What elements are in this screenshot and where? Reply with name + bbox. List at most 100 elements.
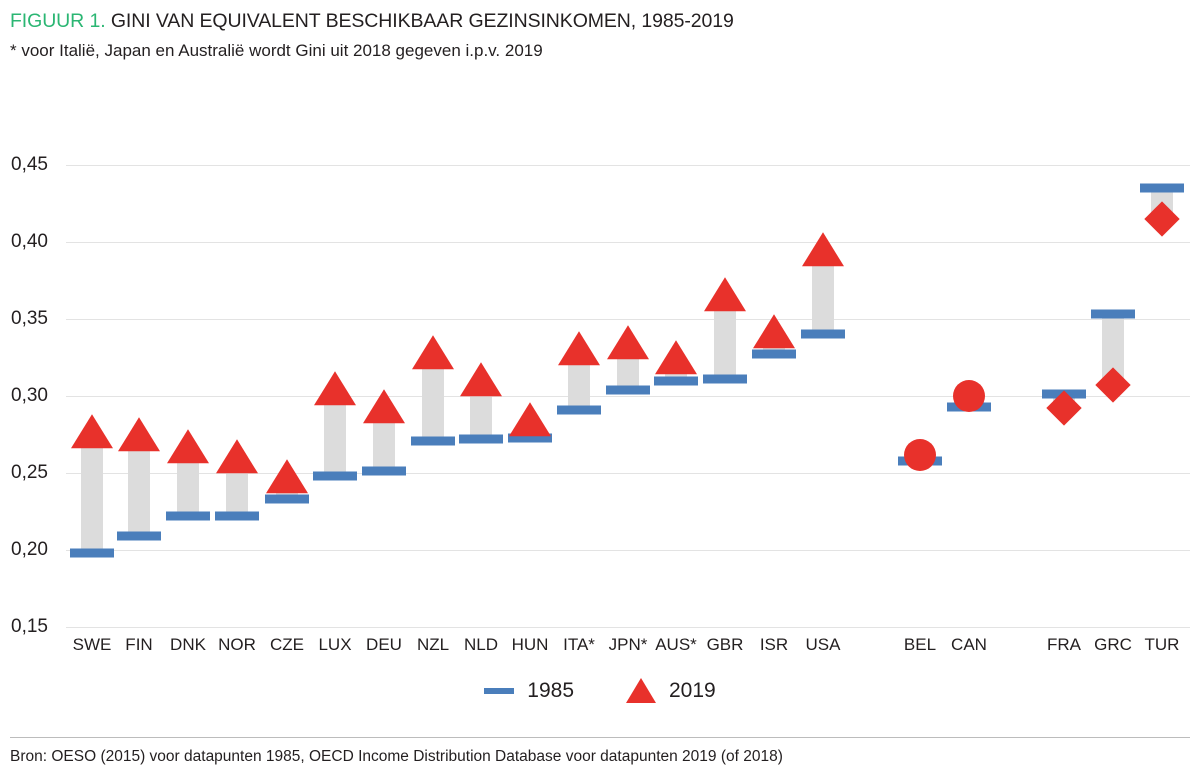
data-marker-1985[interactable] — [1140, 183, 1184, 193]
data-marker-2019[interactable] — [1046, 390, 1082, 426]
connector-bar — [812, 251, 834, 335]
y-axis-tick-label: 0,35 — [11, 308, 48, 329]
legend-label-1985: 1985 — [527, 678, 574, 702]
x-axis-tick-label: ITA* — [563, 635, 595, 654]
x-axis-tick-label: LUX — [318, 635, 352, 654]
data-marker-2019[interactable] — [655, 340, 697, 375]
gridline — [66, 165, 1190, 166]
gridline — [66, 550, 1190, 551]
data-marker-1985[interactable] — [703, 374, 747, 384]
data-marker-2019[interactable] — [460, 361, 502, 396]
y-axis-tick-label: 0,45 — [11, 154, 48, 175]
x-axis-tick-label: DNK — [170, 635, 206, 654]
x-axis-tick-label: FIN — [125, 635, 153, 654]
data-marker-2019[interactable] — [607, 324, 649, 359]
data-marker-2019[interactable] — [753, 314, 795, 349]
data-marker-1985[interactable] — [508, 433, 552, 443]
x-axis-tick-label: USA — [805, 635, 841, 654]
data-marker-1985[interactable] — [801, 329, 845, 339]
chart-legend: 1985 2019 — [0, 678, 1200, 703]
gridline — [66, 396, 1190, 397]
legend-dash-icon — [484, 687, 515, 694]
data-marker-2019[interactable] — [314, 371, 356, 406]
legend-triangle-icon — [626, 678, 656, 703]
x-axis-tick-label: SWE — [72, 635, 112, 654]
x-axis-tick-label: GRC — [1094, 635, 1132, 654]
y-axis-tick-label: 0,40 — [11, 231, 48, 252]
data-marker-2019[interactable] — [904, 438, 936, 471]
connector-bar — [324, 389, 346, 477]
data-marker-1985[interactable] — [411, 436, 455, 446]
y-axis-tick-label: 0,20 — [11, 539, 48, 560]
data-marker-2019[interactable] — [704, 277, 746, 312]
data-marker-1985[interactable] — [606, 385, 650, 395]
x-axis-tick-label: AUS* — [655, 635, 697, 654]
data-marker-1985[interactable] — [166, 511, 210, 521]
gridline — [66, 242, 1190, 243]
data-marker-2019[interactable] — [953, 380, 985, 412]
connector-bar — [81, 432, 103, 554]
data-marker-2019[interactable] — [167, 429, 209, 464]
x-axis-tick-label: ISR — [759, 635, 789, 654]
data-marker-1985[interactable] — [557, 405, 601, 415]
y-axis-tick-label: 0,15 — [11, 616, 48, 637]
data-marker-1985[interactable] — [117, 531, 161, 541]
x-axis-tick-label: HUN — [511, 635, 549, 654]
legend-item-1985[interactable]: 1985 — [484, 679, 574, 703]
data-marker-1985[interactable] — [313, 471, 357, 481]
data-marker-2019[interactable] — [558, 331, 600, 366]
source-note: Bron: OESO (2015) voor datapunten 1985, … — [10, 748, 783, 765]
x-axis-tick-label: CZE — [270, 635, 304, 654]
data-marker-1985[interactable] — [459, 434, 503, 444]
chart-container: 0,15 0,20 0,25 0,30 0,35 0,40 0,45 SWE FIN DNK NO… — [0, 120, 1200, 703]
data-marker-1985[interactable] — [70, 548, 114, 558]
x-axis-tick-label: NOR — [218, 635, 256, 654]
figure-number-label: FIGUUR 1. — [10, 10, 106, 32]
data-marker-1985[interactable] — [752, 349, 796, 359]
x-axis-tick-label: JPN* — [608, 635, 648, 654]
gridline — [66, 319, 1190, 320]
y-axis-line — [60, 165, 61, 627]
data-marker-2019[interactable] — [1144, 201, 1180, 237]
data-marker-1985[interactable] — [654, 376, 698, 386]
data-marker-2019[interactable] — [71, 414, 113, 449]
connector-bar — [177, 448, 199, 517]
connector-bar — [373, 408, 395, 472]
page-title: FIGUUR 1. GINI VAN EQUIVALENT BESCHIKBAA… — [10, 8, 1190, 34]
footer-divider — [10, 737, 1190, 738]
data-marker-2019[interactable] — [509, 401, 551, 436]
data-marker-1985[interactable] — [362, 466, 406, 476]
figure-header: FIGUUR 1. GINI VAN EQUIVALENT BESCHIKBAA… — [10, 8, 1190, 64]
x-axis-tick-label: NLD — [463, 635, 499, 654]
data-marker-1985[interactable] — [265, 494, 309, 504]
connector-bar — [1102, 314, 1124, 386]
figure-subtitle: * voor Italië, Japan en Australië wordt … — [10, 41, 543, 60]
connector-bar — [128, 436, 150, 537]
data-marker-2019[interactable] — [1095, 367, 1131, 403]
data-marker-1985[interactable] — [1091, 309, 1135, 319]
data-marker-2019[interactable] — [216, 438, 258, 473]
connector-bar — [422, 354, 444, 441]
data-marker-2019[interactable] — [363, 389, 405, 424]
data-marker-2019[interactable] — [266, 458, 308, 493]
x-axis-tick-label: CAN — [951, 635, 987, 654]
y-axis-tick-label: 0,30 — [11, 385, 48, 406]
data-marker-2019[interactable] — [802, 232, 844, 267]
data-marker-2019[interactable] — [118, 417, 160, 452]
gridline — [66, 627, 1190, 628]
x-axis-tick-label: FRA — [1047, 635, 1081, 654]
y-axis-tick-label: 0,25 — [11, 462, 48, 483]
connector-bar — [714, 295, 736, 380]
legend-label-2019: 2019 — [669, 678, 716, 702]
data-marker-2019[interactable] — [412, 335, 454, 370]
series-2019-markers — [66, 165, 1190, 627]
x-axis-tick-label: BEL — [903, 635, 937, 654]
gridline — [66, 473, 1190, 474]
x-axis-tick-label: TUR — [1144, 635, 1180, 654]
x-axis-tick-label: GBR — [706, 635, 744, 654]
legend-item-2019[interactable]: 2019 — [626, 678, 716, 703]
data-marker-1985[interactable] — [215, 511, 259, 521]
figure-title-text: GINI VAN EQUIVALENT BESCHIKBAAR GEZINSIN… — [105, 10, 734, 32]
x-axis-tick-label: NZL — [416, 635, 450, 654]
